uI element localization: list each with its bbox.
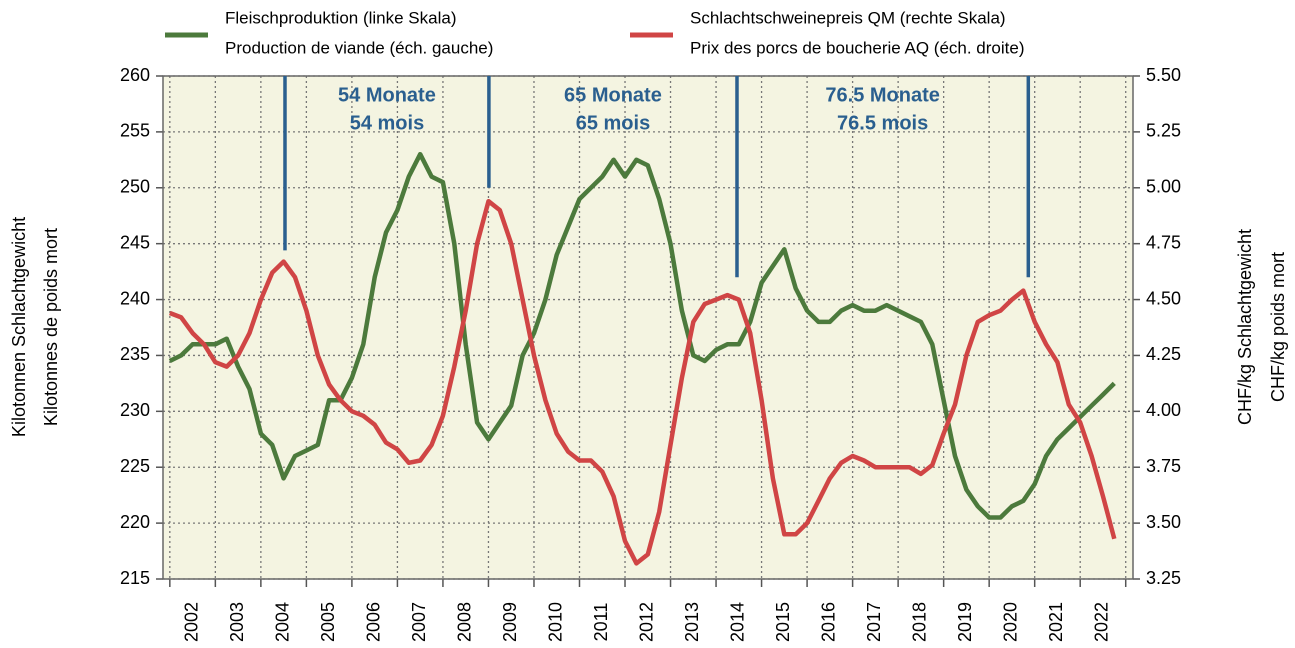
y2-tick-label: 4.75 [1146,232,1181,252]
y2-tick-label: 3.50 [1146,512,1181,532]
x-tick-label: 2016 [819,602,839,642]
x-tick-label: 2004 [272,602,292,642]
y2-axis-label: CHF/kg Schlachtgewicht [1235,229,1255,425]
x-tick-label: 2015 [773,602,793,642]
plot-frame [162,75,1134,580]
x-tick-label: 2019 [955,602,975,642]
x-tick-label: 2022 [1092,602,1112,642]
legend-label: Schlachtschweinepreis QM (rechte Skala) [690,8,1006,27]
annotation-label: 65 mois [576,112,650,134]
x-tick-label: 2017 [864,602,884,642]
series-line [168,198,1117,566]
x-tick-label: 2003 [227,602,247,642]
legend-label: Prix des porcs de boucherie AQ (éch. dro… [690,38,1025,57]
x-tick-label: 2018 [910,602,930,642]
y-tick-label: 235 [120,344,150,364]
x-tick-label: 2013 [682,602,702,642]
annotation-label: 54 mois [350,112,424,134]
y2-tick-label: 3.25 [1146,568,1181,588]
x-tick-label: 2009 [500,602,520,642]
y-axis-label: Kilotonnes de poids mort [41,228,61,426]
x-tick-label: 2008 [454,602,474,642]
annotation-label: 65 Monate [564,84,662,106]
series-line [168,151,1116,520]
y2-tick-label: 4.00 [1146,400,1181,420]
x-tick-label: 2005 [318,602,338,642]
y-tick-label: 250 [120,177,150,197]
y2-tick-label: 3.75 [1146,456,1181,476]
x-tick-label: 2010 [545,602,565,642]
annotation-label: 76.5 mois [837,112,928,134]
y-tick-label: 225 [120,456,150,476]
y2-tick-label: 5.50 [1146,65,1181,85]
annotation-label: 76.5 Monate [825,84,939,106]
x-tick-label: 2002 [181,602,201,642]
x-tick-label: 2021 [1046,602,1066,642]
x-tick-label: 2014 [728,602,748,642]
y-axis-label: Kilotonnen Schlachtgewicht [9,217,29,437]
x-tick-label: 2012 [637,602,657,642]
y-tick-label: 255 [120,121,150,141]
y-tick-label: 215 [120,568,150,588]
legend-label: Production de viande (éch. gauche) [225,38,493,57]
y2-tick-label: 5.25 [1146,121,1181,141]
x-tick-label: 2007 [409,602,429,642]
y2-tick-label: 4.50 [1146,288,1181,308]
y-tick-label: 260 [120,65,150,85]
y2-tick-label: 5.00 [1146,177,1181,197]
annotation-label: 54 Monate [338,84,436,106]
y-tick-label: 240 [120,288,150,308]
x-tick-label: 2020 [1001,602,1021,642]
x-tick-label: 2006 [363,602,383,642]
y-tick-label: 245 [120,232,150,252]
legend-label: Fleischproduktion (linke Skala) [225,8,457,27]
y2-axis-label: CHF/kg poids mort [1268,252,1288,402]
y-tick-label: 220 [120,512,150,532]
y-tick-label: 230 [120,400,150,420]
x-tick-label: 2011 [591,603,611,642]
y2-tick-label: 4.25 [1146,344,1181,364]
